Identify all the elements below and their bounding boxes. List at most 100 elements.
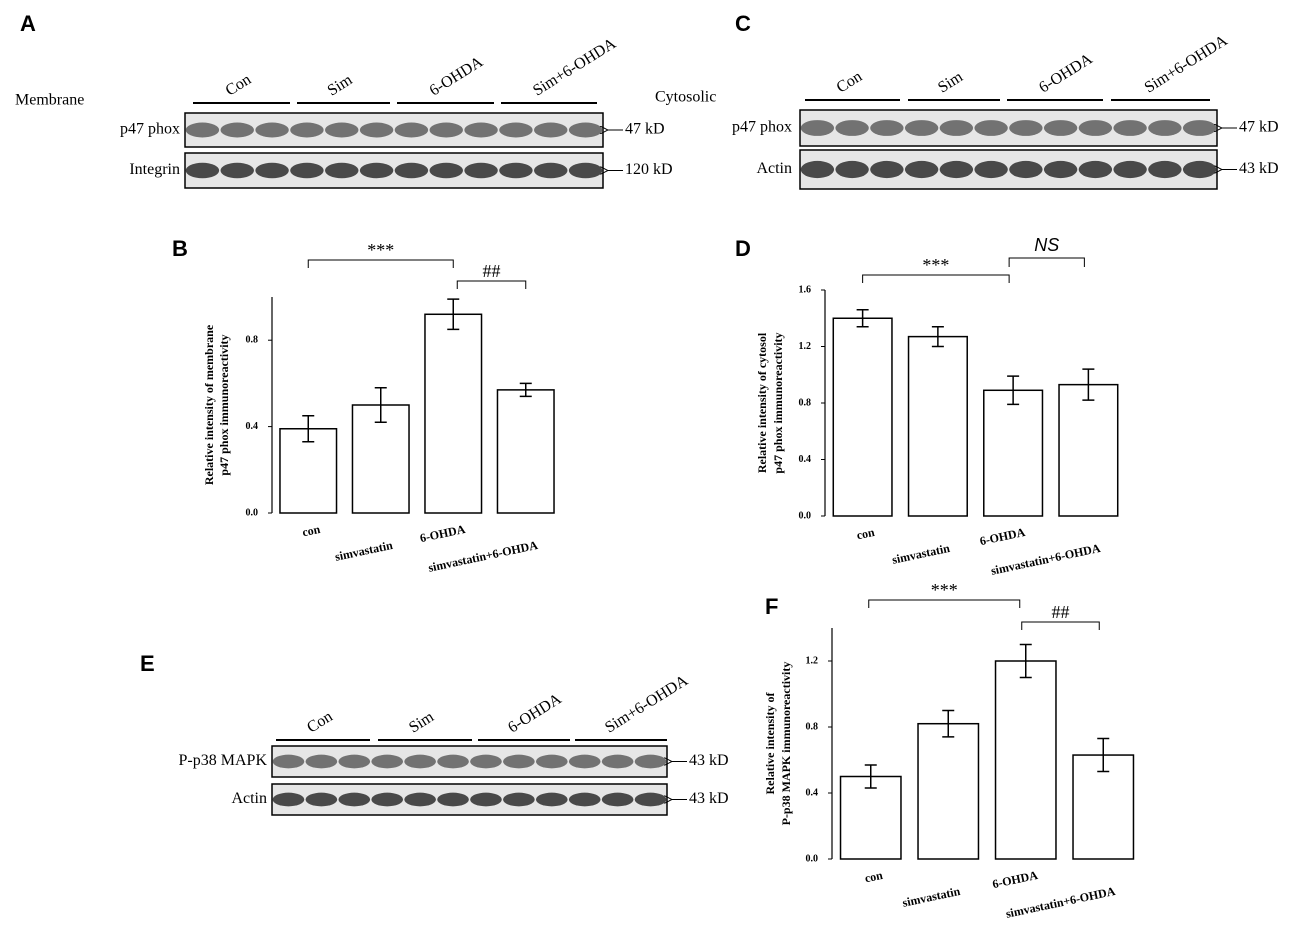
group-label: Con xyxy=(304,708,336,737)
x-tick-label: con xyxy=(855,525,876,543)
blot-band xyxy=(870,120,904,136)
error-bar xyxy=(519,382,532,398)
significance-label: ## xyxy=(1052,602,1070,622)
blot-band xyxy=(1113,120,1147,136)
error-bar xyxy=(374,386,387,424)
blot-band xyxy=(1043,160,1078,179)
y-tick-label: 0.4 xyxy=(799,454,812,465)
group-label: 6-OHDA xyxy=(505,690,565,736)
blot-band xyxy=(470,792,502,807)
group-label: Con xyxy=(834,68,866,97)
y-tick-label: 1.6 xyxy=(799,284,812,295)
error-bar xyxy=(931,325,944,348)
x-tick-label: 6-OHDA xyxy=(419,522,467,545)
bar xyxy=(1058,383,1119,517)
blot-band xyxy=(939,160,974,179)
blot-band xyxy=(1113,160,1147,179)
group-label: Sim xyxy=(406,708,437,736)
blot-band xyxy=(437,754,469,769)
row-label: Actin xyxy=(231,790,267,807)
blot-band xyxy=(534,162,568,179)
blot-band xyxy=(394,162,429,179)
bar xyxy=(424,313,483,514)
error-bar xyxy=(1082,368,1095,401)
y-axis-label: P-p38 MAPK immunoreactivity xyxy=(779,662,793,826)
x-tick-label: simvastatin xyxy=(901,884,962,910)
row-label: p47 phox xyxy=(732,119,792,136)
panel-letter: B xyxy=(172,236,188,261)
error-bar xyxy=(942,709,955,738)
blot-band xyxy=(371,754,404,769)
y-tick-label: 0.8 xyxy=(246,334,259,345)
significance-bracket xyxy=(868,599,1021,608)
y-axis-label: Relative intensity of cytosol xyxy=(755,332,769,473)
blot-band xyxy=(371,792,404,807)
blot-band xyxy=(568,162,603,179)
blot-band xyxy=(404,792,436,807)
x-tick-label: 6-OHDA xyxy=(978,525,1026,548)
y-axis-label: p47 phox immunoreactivity xyxy=(771,332,785,473)
blot-band xyxy=(305,754,338,769)
x-tick-label: simvastatin xyxy=(334,538,395,564)
blot-band xyxy=(499,122,533,138)
blot-band xyxy=(429,122,463,138)
group-label: Sim xyxy=(325,71,356,99)
group-label: Sim xyxy=(935,68,966,96)
size-label: 47 kD xyxy=(1239,119,1279,136)
x-tick-label: 6-OHDA xyxy=(991,868,1039,891)
blot-band xyxy=(634,754,667,769)
blot-title: Cytosolic xyxy=(655,89,716,106)
blot-band xyxy=(1148,120,1182,136)
y-tick-label: 0.4 xyxy=(806,787,819,798)
blot-frame xyxy=(271,783,668,816)
size-label: 43 kD xyxy=(689,790,729,807)
group-label: Sim+6-OHDA xyxy=(530,35,619,100)
error-bar xyxy=(1019,643,1032,679)
row-label: Actin xyxy=(756,160,792,177)
blot-band xyxy=(800,160,835,179)
significance-label: ## xyxy=(483,261,501,281)
size-label: 47 kD xyxy=(625,121,665,138)
blot-band xyxy=(325,122,359,138)
blot-band xyxy=(499,162,533,179)
row-label: P-p38 MAPK xyxy=(179,752,268,769)
blot-band xyxy=(255,162,289,179)
blot-band xyxy=(535,754,568,769)
y-tick-label: 0.0 xyxy=(799,510,812,521)
error-bar xyxy=(447,298,460,331)
panel-letter: D xyxy=(735,236,751,261)
blot-band xyxy=(503,792,535,807)
bar xyxy=(917,722,980,860)
blot-band xyxy=(1078,160,1113,179)
blot-band xyxy=(429,162,463,179)
x-tick-label: simvastatin+6-OHDA xyxy=(427,538,539,575)
significance-bracket xyxy=(1008,257,1085,267)
blot-band xyxy=(835,120,869,136)
significance-bracket xyxy=(1021,621,1100,630)
y-tick-label: 0.0 xyxy=(246,507,259,518)
blot-band xyxy=(470,754,502,769)
group-label: 6-OHDA xyxy=(427,53,487,99)
error-bar xyxy=(302,415,315,443)
error-bar xyxy=(864,764,877,789)
x-tick-label: simvastatin xyxy=(891,541,952,567)
significance-label: *** xyxy=(367,240,394,260)
significance-bracket xyxy=(862,274,1010,283)
blot-band xyxy=(338,754,371,769)
blot-band xyxy=(534,122,568,138)
blot-band xyxy=(1182,160,1217,179)
blot-band xyxy=(290,122,324,138)
blot-band xyxy=(634,792,667,807)
y-tick-label: 1.2 xyxy=(799,341,812,352)
row-label: p47 phox xyxy=(120,121,180,138)
blot-band xyxy=(272,754,305,769)
blot-frame xyxy=(271,745,668,778)
blot-band xyxy=(404,754,436,769)
significance-label: NS xyxy=(1034,235,1059,255)
x-tick-label: con xyxy=(301,522,322,540)
y-tick-label: 0.0 xyxy=(806,853,819,864)
blot-frame xyxy=(799,149,1218,190)
y-axis-label: Relative intensity of membrane xyxy=(202,324,216,485)
size-label: 120 kD xyxy=(625,161,673,178)
